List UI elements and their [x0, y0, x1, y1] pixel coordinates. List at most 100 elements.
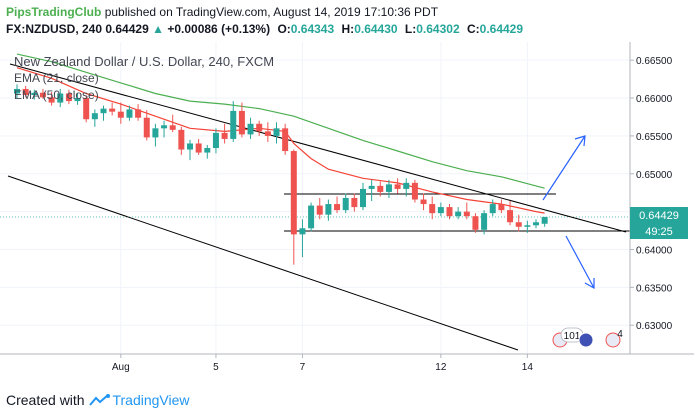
x-tick-label: 14	[522, 362, 534, 373]
candle-body	[368, 185, 375, 189]
candle-body	[385, 184, 392, 192]
nz-flag-icon[interactable]	[578, 332, 594, 348]
candle-body	[238, 110, 245, 135]
low-label: L:	[404, 22, 417, 36]
y-tick-label: 0.63500	[636, 283, 673, 294]
symbol-info: FX:NZDUSD, 240 0.64429 ▲ +0.00086 (+0.13…	[6, 22, 523, 36]
candle-body	[507, 210, 514, 223]
candle-body	[143, 117, 150, 138]
candle-body	[403, 182, 410, 189]
candle-body	[230, 110, 237, 139]
candle-body	[541, 216, 548, 224]
candle-body	[437, 207, 444, 214]
up-arrow-icon[interactable]	[542, 135, 586, 201]
candle-body	[429, 204, 436, 214]
candle-body	[420, 199, 427, 205]
candle-body	[308, 205, 315, 229]
lower-trendline[interactable]	[7, 175, 519, 351]
down-arrow-icon[interactable]	[565, 235, 595, 290]
candle-body	[282, 128, 289, 152]
candle-body	[360, 188, 366, 208]
upper-trendline[interactable]	[9, 63, 627, 233]
us-flag-icon[interactable]	[605, 332, 621, 348]
candle-body	[117, 111, 124, 118]
candle-body	[290, 151, 297, 235]
tradingview-brand[interactable]: TradingView	[112, 392, 190, 408]
price-tag-value: 0.64429	[639, 210, 679, 222]
symbol-label: FX:NZDUSD, 240	[6, 22, 103, 36]
candle-body	[524, 225, 531, 227]
bar-countdown: 49:25	[645, 226, 673, 238]
candle-body	[377, 185, 384, 192]
candle-body	[178, 129, 185, 150]
candle-body	[455, 211, 462, 217]
event-count: 101	[564, 331, 581, 342]
candle-body	[299, 228, 306, 235]
ema50-line	[16, 53, 545, 189]
tradingview-logo-icon	[89, 394, 111, 406]
x-tick-label: Aug	[112, 362, 130, 373]
y-tick-label: 0.66500	[636, 56, 673, 67]
open-label: O:	[277, 22, 291, 36]
candle-body	[126, 109, 133, 118]
price-tag: 0.64429 49:25	[630, 207, 688, 239]
low-value: 0.64302	[416, 22, 460, 36]
candle-body	[446, 207, 453, 217]
trend-lines	[7, 63, 630, 351]
y-tick-label: 0.66000	[636, 94, 673, 105]
candles	[14, 84, 548, 265]
candle-body	[169, 125, 176, 130]
last-price: 0.64429	[105, 22, 149, 36]
candle-body	[187, 143, 193, 150]
candle-body	[152, 128, 159, 138]
axes	[0, 42, 694, 355]
ema21-legend[interactable]: EMA (21, close)	[14, 71, 99, 85]
x-tick-label: 5	[213, 362, 219, 373]
y-tick-label: 0.63000	[636, 321, 673, 332]
price-tag-bg	[630, 207, 688, 223]
candle-body	[411, 182, 418, 200]
y-tick-label: 0.64000	[636, 245, 673, 256]
publish-info: PipsTradingClub published on TradingView…	[6, 5, 438, 19]
candle-body	[342, 198, 349, 211]
high-label: H:	[341, 22, 355, 36]
candle-body	[221, 132, 228, 139]
series-title[interactable]: New Zealand Dollar / U.S. Dollar, 240, F…	[14, 54, 275, 69]
price-change: +0.00086 (+0.13%)	[167, 22, 271, 36]
candle-body	[394, 184, 401, 189]
candle-body	[264, 131, 271, 136]
time-axis[interactable]: Aug 5 7 12 14	[112, 354, 533, 373]
candle-body	[48, 97, 55, 103]
y-tick-label: 0.65000	[636, 170, 673, 181]
scenario-arrows	[542, 135, 595, 290]
candle-body	[14, 88, 20, 94]
candle-body	[65, 93, 72, 102]
candle-body	[100, 108, 107, 114]
publish-text: published on TradingView.com, August 14,…	[104, 5, 439, 19]
candle-body	[109, 108, 116, 112]
candle-body	[498, 204, 505, 211]
high-value: 0.64430	[354, 22, 398, 36]
publisher-name[interactable]: PipsTradingClub	[6, 5, 102, 19]
candle-body	[91, 113, 98, 120]
candle-body	[515, 222, 522, 227]
footer: Created with TradingView	[6, 392, 190, 408]
candle-body	[74, 98, 81, 102]
candle-body	[489, 204, 496, 214]
event-count: 4	[617, 329, 623, 340]
candle-body	[325, 204, 332, 215]
event-badges: 101 4	[552, 327, 623, 348]
candle-body	[39, 92, 46, 98]
candle-body	[256, 123, 263, 132]
arrow-up-icon: ▲	[152, 22, 164, 36]
candle-body	[463, 211, 470, 217]
open-value: 0.64343	[290, 22, 335, 36]
ema50-legend[interactable]: EMA (50, close)	[14, 88, 99, 102]
y-tick-label: 0.65500	[636, 132, 673, 143]
candle-body	[273, 128, 280, 136]
candle-body	[334, 204, 341, 211]
candle-body	[481, 213, 488, 230]
price-axis[interactable]: 0.665000.660000.655000.650000.645000.640…	[630, 56, 673, 332]
candle-body	[195, 143, 202, 153]
